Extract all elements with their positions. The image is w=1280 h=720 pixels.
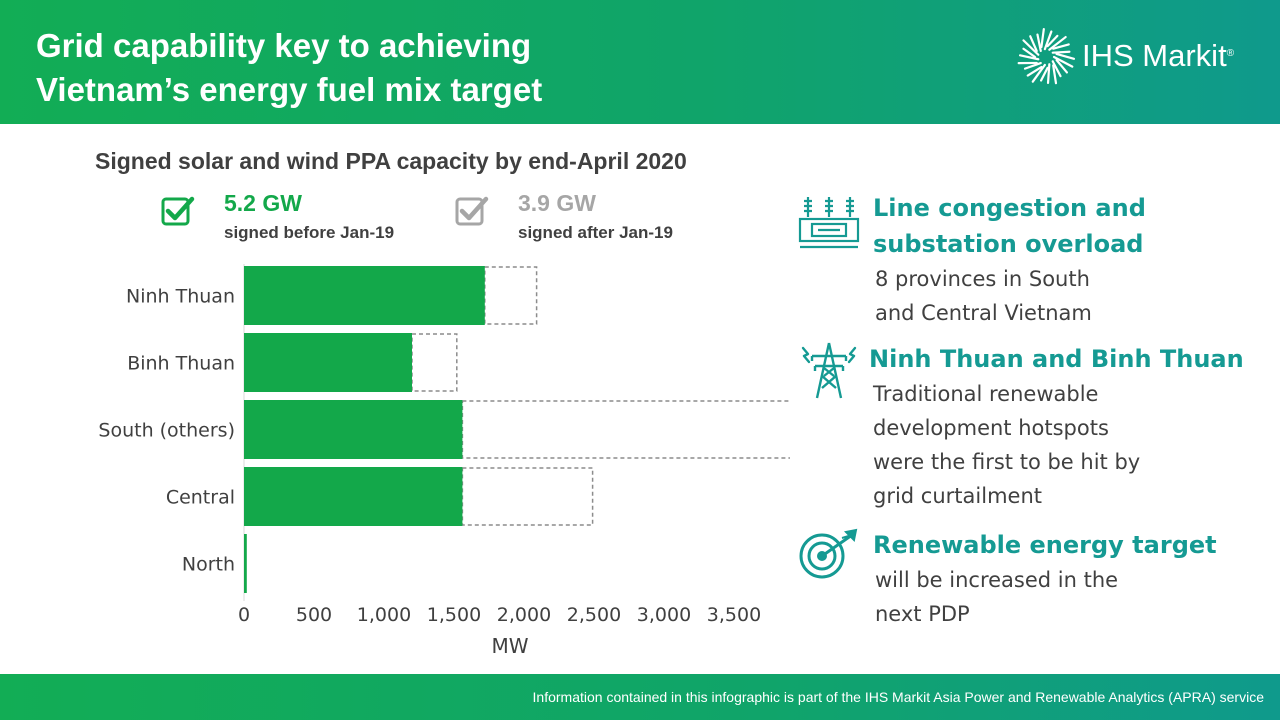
category-label: Central: [166, 487, 235, 509]
starburst-ray: [1039, 66, 1049, 82]
page-title: Grid capability key to achieving Vietnam…: [36, 24, 542, 112]
x-tick-label: 1,000: [357, 604, 411, 626]
checkbox-checked-icon: [161, 196, 195, 226]
transmission-tower-icon: [801, 342, 857, 399]
side-body-1-line-2: and Central Vietnam: [875, 301, 1092, 325]
side-heading-3-line-1: Renewable energy target: [873, 531, 1217, 559]
stat-before-label: signed before Jan-19: [224, 223, 395, 242]
substation-icon: [798, 197, 860, 249]
x-tick-label: 3,000: [637, 604, 691, 626]
side-body-1: 8 provinces in South and Central Vietnam: [875, 262, 1092, 330]
side-body-2: Traditional renewable development hotspo…: [873, 377, 1140, 513]
category-label: Ninh Thuan: [126, 286, 235, 308]
starburst-ray: [1031, 63, 1046, 83]
starburst-ray: [1036, 33, 1042, 53]
title-line-2: Vietnam’s energy fuel mix target: [36, 71, 543, 108]
starburst-ray: [1040, 27, 1045, 49]
side-body-2-line-3: were the first to be hit by: [873, 450, 1141, 474]
starburst-ray: [1022, 39, 1040, 56]
starburst-ray: [1043, 30, 1053, 51]
side-heading-2-line-1: Ninh Thuan and Binh Thuan: [869, 345, 1244, 373]
starburst-ray: [1055, 58, 1069, 74]
bar-after-jan19: [461, 467, 594, 526]
chart-title: Signed solar and wind PPA capacity by en…: [95, 148, 687, 174]
category-label: South (others): [98, 420, 235, 442]
starburst-logo-icon: [1017, 27, 1076, 85]
starburst-ray: [1051, 50, 1071, 54]
header-banner: Grid capability key to achieving Vietnam…: [0, 0, 1280, 124]
category-label: North: [182, 554, 235, 576]
starburst-ray: [1046, 34, 1059, 48]
x-tick-label: 500: [296, 604, 332, 626]
starburst-ray: [1023, 61, 1042, 70]
x-tick-label: 1,500: [427, 604, 481, 626]
category-label: Binh Thuan: [127, 353, 235, 375]
stat-after-value: 3.9 GW: [518, 190, 596, 216]
side-body-2-line-4: grid curtailment: [873, 484, 1042, 508]
bar-after-jan19: [461, 400, 790, 459]
bar-before-jan19: [244, 400, 463, 459]
footer-bar: Information contained in this infographi…: [0, 674, 1280, 720]
x-tick-label: 0: [238, 604, 250, 626]
bar-before-jan19: [244, 333, 412, 392]
x-tick-label: 2,500: [567, 604, 621, 626]
starburst-ray: [1052, 55, 1074, 68]
registered-mark: ®: [1226, 48, 1235, 59]
logo-wordmark: IHS Markit: [1082, 38, 1227, 73]
side-body-2-line-1: Traditional renewable: [873, 382, 1099, 406]
starburst-ray: [1052, 43, 1070, 50]
starburst-ray: [1029, 35, 1038, 53]
stat-before-value: 5.2 GW: [224, 190, 302, 216]
bar-before-jan19: [244, 534, 247, 593]
side-heading-2: Ninh Thuan and Binh Thuan: [869, 341, 1244, 377]
side-heading-1: Line congestion and substation overload: [873, 190, 1146, 262]
starburst-ray: [1022, 47, 1037, 59]
stat-after-label: signed after Jan-19: [518, 223, 673, 242]
bar-after-jan19: [484, 266, 538, 325]
x-tick-label: 2,000: [497, 604, 551, 626]
side-heading-1-line-1: Line congestion and: [873, 194, 1146, 222]
side-body-2-line-2: development hotspots: [873, 416, 1109, 440]
bar-before-jan19: [244, 266, 485, 325]
side-body-3: will be increased in the next PDP: [875, 563, 1118, 631]
starburst-ray: [1046, 63, 1051, 85]
footer-text: Information contained in this infographi…: [532, 689, 1264, 705]
x-axis-title: MW: [491, 634, 528, 658]
starburst-ray: [1026, 65, 1043, 77]
starburst-ray: [1048, 35, 1067, 51]
starburst-ray: [1018, 54, 1040, 61]
x-tick-label: 3,500: [707, 604, 761, 626]
starburst-ray: [1052, 64, 1058, 85]
side-body-3-line-2: next PDP: [875, 602, 970, 626]
side-body-1-line-1: 8 provinces in South: [875, 267, 1090, 291]
bar-chart: Ninh Thuan Binh Thuan South (others) Centra…: [98, 264, 790, 658]
side-body-3-line-1: will be increased in the: [875, 568, 1119, 592]
bar-before-jan19: [244, 467, 463, 526]
side-heading-1-line-2: substation overload: [873, 230, 1144, 258]
ihs-markit-logo: IHS Markit®: [1014, 25, 1254, 89]
bar-after-jan19: [411, 333, 458, 392]
starburst-ray: [1051, 60, 1062, 78]
title-line-1: Grid capability key to achieving: [36, 27, 532, 64]
side-heading-3: Renewable energy target: [873, 527, 1217, 563]
logo-text: IHS Markit®: [1082, 38, 1234, 74]
checkbox-checked-icon: [455, 196, 489, 226]
starburst-ray: [1055, 52, 1076, 60]
target-icon: [799, 528, 858, 579]
